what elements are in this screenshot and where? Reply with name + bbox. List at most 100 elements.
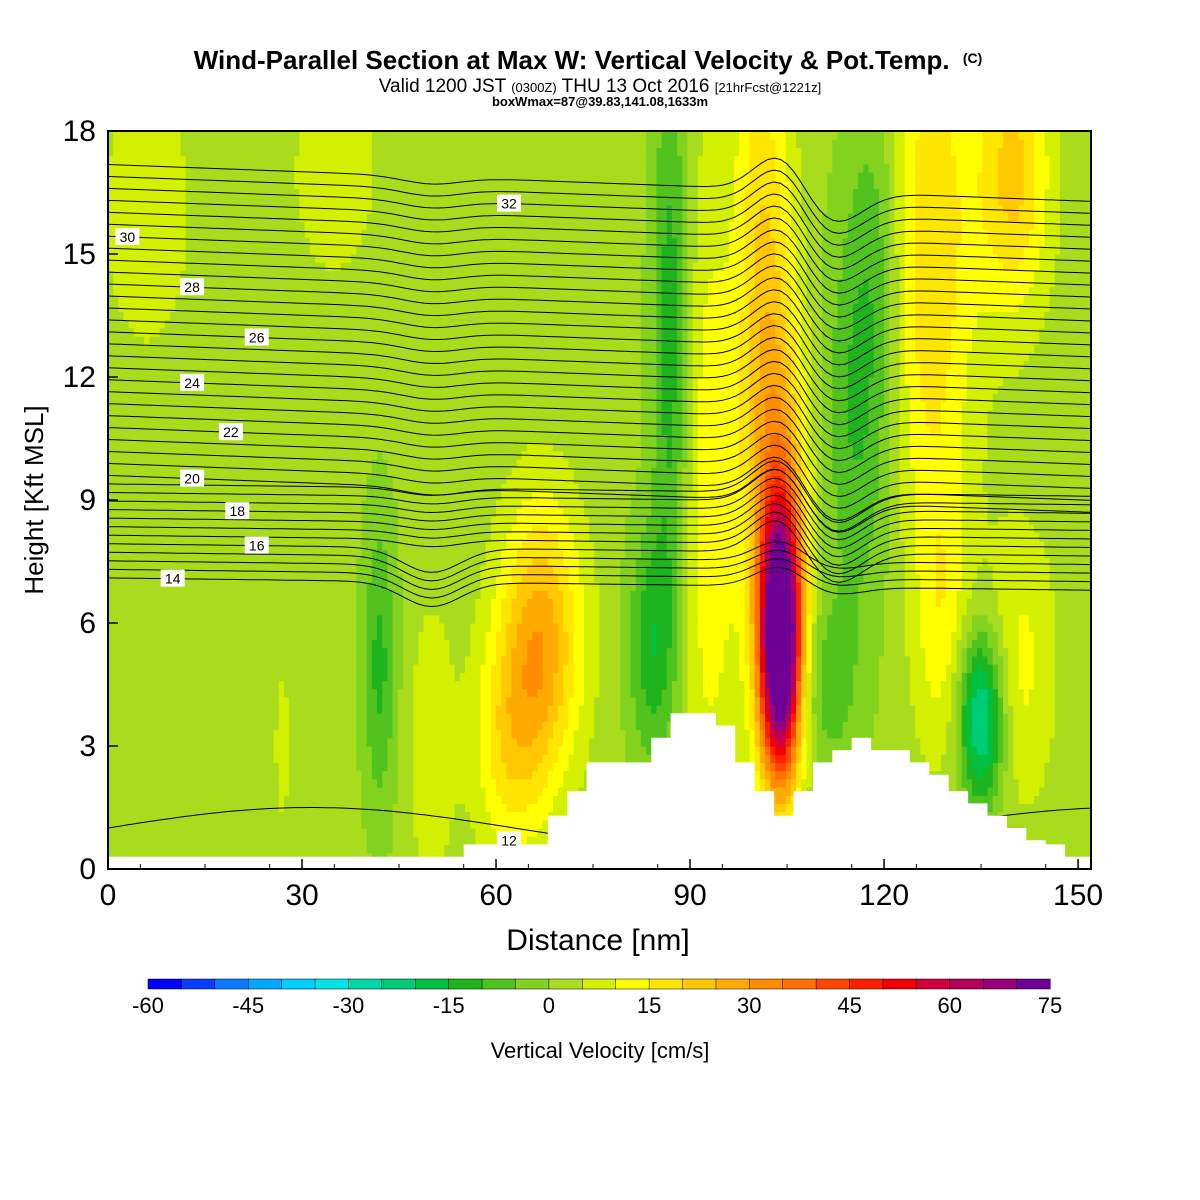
w-cell [920,737,927,747]
w-cell [123,762,130,772]
w-cell [195,787,202,796]
w-cell [366,713,373,722]
w-cell [154,836,161,845]
w-cell [501,787,507,796]
w-cell [904,737,911,747]
w-cell [713,680,720,690]
w-cell [164,811,171,821]
w-cell [133,754,140,763]
w-cell [413,688,420,698]
w-cell [351,737,357,747]
w-cell [677,664,683,673]
w-cell [537,696,544,706]
w-cell [589,737,595,747]
w-cell [201,737,207,747]
w-cell [454,721,461,731]
w-cell [832,672,839,681]
w-cell [1054,655,1061,665]
w-cell [428,844,435,854]
w-cell [268,705,275,714]
w-cell [170,721,176,731]
w-cell [651,721,658,731]
w-cell [568,754,575,763]
w-cell [397,729,404,739]
w-cell [268,746,275,755]
w-cell [439,729,445,739]
w-cell [490,803,497,813]
w-cell [1070,655,1077,665]
w-cell [216,664,223,673]
w-cell [371,737,378,747]
w-cell [299,778,306,788]
w-cell [1023,705,1030,714]
w-cell [790,754,797,763]
w-cell [382,680,388,690]
w-cell [185,688,192,698]
w-cell [273,647,280,657]
w-cell [966,672,973,681]
w-cell [573,696,580,706]
w-cell [511,762,518,772]
w-cell [796,664,802,673]
w-cell [454,811,461,821]
w-cell [377,664,383,673]
w-cell [542,746,549,755]
w-cell [314,713,321,722]
w-cell [314,688,321,698]
w-cell [496,672,502,681]
w-cell [258,803,264,813]
w-cell [987,655,994,665]
w-cell [521,836,528,845]
w-cell [1034,713,1040,722]
w-cell [801,713,808,722]
w-cell [801,664,808,673]
w-cell [242,746,249,755]
w-cell [226,819,233,829]
w-cell [433,664,440,673]
w-cell [175,664,182,673]
w-cell [832,655,839,665]
w-cell [418,729,425,739]
w-cell [966,705,973,714]
w-cell [475,836,482,845]
w-cell [263,680,269,690]
w-cell [211,664,218,673]
w-cell [345,737,352,747]
w-cell [858,672,864,681]
w-cell [744,680,751,690]
w-cell [749,664,756,673]
w-cell [237,787,244,796]
w-cell [1080,737,1087,747]
w-cell [475,803,482,813]
w-cell [423,737,430,747]
w-cell [325,655,332,665]
w-cell [294,836,301,845]
w-cell [982,746,989,755]
w-cell [620,664,626,673]
w-cell [759,705,766,714]
w-cell [961,754,968,763]
w-cell [1080,696,1087,706]
w-cell [195,778,202,788]
w-cell [133,729,140,739]
w-cell [170,713,176,722]
w-cell [599,713,606,722]
w-cell [816,672,823,681]
w-cell [382,836,388,845]
w-cell [1054,672,1061,681]
w-cell [206,746,213,755]
w-cell [283,836,290,845]
w-cell [351,680,357,690]
w-cell [108,688,114,698]
w-cell [635,754,642,763]
w-cell [1049,836,1056,845]
w-cell [128,680,135,690]
w-cell [428,688,435,698]
w-cell [464,696,471,706]
w-cell [542,819,549,829]
w-cell [299,836,306,845]
w-cell [770,672,776,681]
w-cell [221,787,228,796]
w-cell [837,688,844,698]
w-cell [428,705,435,714]
